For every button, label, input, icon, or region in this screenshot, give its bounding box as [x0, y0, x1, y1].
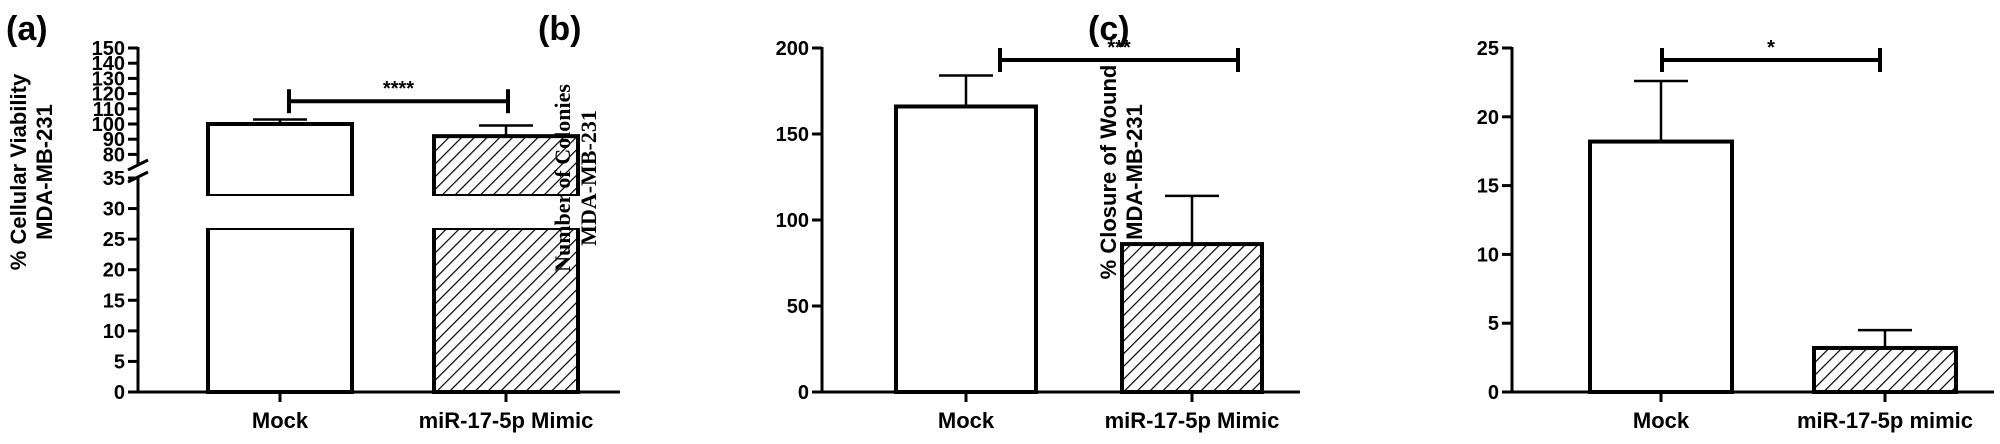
significance-label-a: ****: [383, 78, 414, 100]
bars-b: [894, 74, 1264, 394]
x-tick-label-a-1: miR-17-5p Mimic: [419, 408, 594, 433]
y-axis-lower-a: 0 5 10 15 20 25 30 35: [103, 168, 149, 404]
panel-label-b: (b): [538, 10, 581, 48]
y-tick-label-a-lower-6: 30: [103, 199, 125, 221]
panel-label-c: (c): [1088, 10, 1130, 48]
y-tick-label-a-lower-3: 15: [103, 290, 125, 312]
bar-c-0: [1588, 139, 1734, 394]
y-tick-label-b-2: 100: [776, 210, 809, 232]
x-tick-label-a-0: Mock: [252, 408, 309, 433]
bar-break-gap-a-0: [204, 196, 356, 228]
y-tick-label-b-1: 50: [787, 296, 809, 318]
bar-a-lower-1: [432, 226, 580, 394]
y-tick-label-a-upper-3: 110: [93, 99, 125, 121]
x-axis-a: Mock miR-17-5p Mimic: [138, 390, 620, 433]
y-tick-label-c-3: 15: [1477, 176, 1499, 198]
y-axis-label-a: % Cellular Viability MDA-MB-231: [6, 73, 57, 270]
y-tick-label-a-upper-1: 90: [103, 129, 125, 151]
y-axis-label-b-line1: Number of Colonies: [550, 84, 575, 272]
y-tick-label-c-4: 20: [1477, 107, 1499, 129]
y-tick-label-a-lower-4: 20: [103, 260, 125, 282]
y-tick-label-c-1: 5: [1488, 313, 1499, 335]
y-axis-c: 0 5 10 15 20 25: [1477, 38, 1514, 404]
y-axis-b: 0 50 100 150 200: [776, 38, 824, 404]
bar-a-lower-0: [206, 226, 354, 394]
y-tick-label-b-0: 0: [798, 382, 809, 404]
significance-c: *: [1660, 37, 1882, 72]
y-tick-label-a-lower-2: 10: [103, 321, 125, 343]
y-tick-label-a-upper-2: 100: [92, 114, 125, 136]
y-axis-label-a-line2: MDA-MB-231: [32, 104, 57, 240]
y-tick-label-a-upper-6: 140: [92, 53, 125, 75]
y-axis-label-c: % Closure of Wound MDA-MB-231: [1096, 65, 1147, 280]
bar-c-1: [1812, 345, 1958, 394]
panel-label-a: (a): [6, 10, 48, 48]
significance-b: ***: [998, 37, 1240, 72]
bar-break-gap-a-1: [430, 196, 582, 228]
y-axis-label-b-line2: MDA-MB-231: [576, 110, 601, 246]
bar-b-0: [894, 104, 1038, 394]
x-tick-label-c-0: Mock: [1633, 408, 1690, 433]
y-tick-label-a-upper-4: 120: [92, 84, 125, 106]
bars-a: [204, 118, 582, 394]
y-tick-label-a-lower-0: 0: [114, 382, 125, 404]
bar-b-1: [1120, 242, 1264, 394]
axis-break-mark-a-upper: [127, 158, 149, 172]
y-tick-label-c-5: 25: [1477, 38, 1499, 60]
y-tick-label-c-0: 0: [1488, 382, 1499, 404]
y-tick-label-a-upper-0: 80: [103, 144, 125, 166]
y-axis-label-a-line1: % Cellular Viability: [6, 73, 31, 270]
x-axis-c: Mock miR-17-5p mimic: [1512, 390, 1994, 433]
panel-c: (c) % Closure of Wound MDA-MB-231 0 5 10 15…: [1088, 10, 1994, 433]
y-tick-label-a-lower-7: 35: [103, 168, 125, 190]
x-axis-b: Mock miR-17-5p Mimic: [822, 390, 1300, 433]
y-tick-label-a-lower-5: 25: [103, 229, 125, 251]
y-tick-label-a-upper-5: 130: [92, 68, 125, 90]
y-tick-label-a-upper-7: 150: [92, 38, 125, 60]
y-axis-label-b: Number of Colonies MDA-MB-231: [550, 84, 601, 272]
panel-a: (a) % Cellular Viability MDA-MB-231 8090…: [6, 10, 620, 433]
significance-label-b: ***: [1107, 37, 1131, 59]
significance-label-c: *: [1767, 37, 1775, 59]
x-tick-label-c-1: miR-17-5p mimic: [1797, 408, 1973, 433]
x-tick-label-b-0: Mock: [938, 408, 995, 433]
bar-a-upper-0: [206, 122, 354, 198]
y-tick-label-b-3: 150: [776, 124, 809, 146]
significance-a: ****: [287, 78, 510, 114]
x-tick-label-b-1: miR-17-5p Mimic: [1105, 408, 1280, 433]
y-tick-label-c-2: 10: [1477, 244, 1499, 266]
panel-b: (b) Number of Colonies MDA-MB-231 0 50 100…: [538, 10, 1300, 433]
axis-break-mark-a-lower: [127, 170, 149, 184]
bars-c: [1588, 79, 1958, 394]
y-tick-label-b-4: 200: [776, 38, 809, 60]
y-axis-label-c-line2: MDA-MB-231: [1122, 104, 1147, 240]
y-axis-label-c-line1: % Closure of Wound: [1096, 65, 1121, 280]
y-tick-label-a-lower-1: 5: [114, 351, 125, 373]
